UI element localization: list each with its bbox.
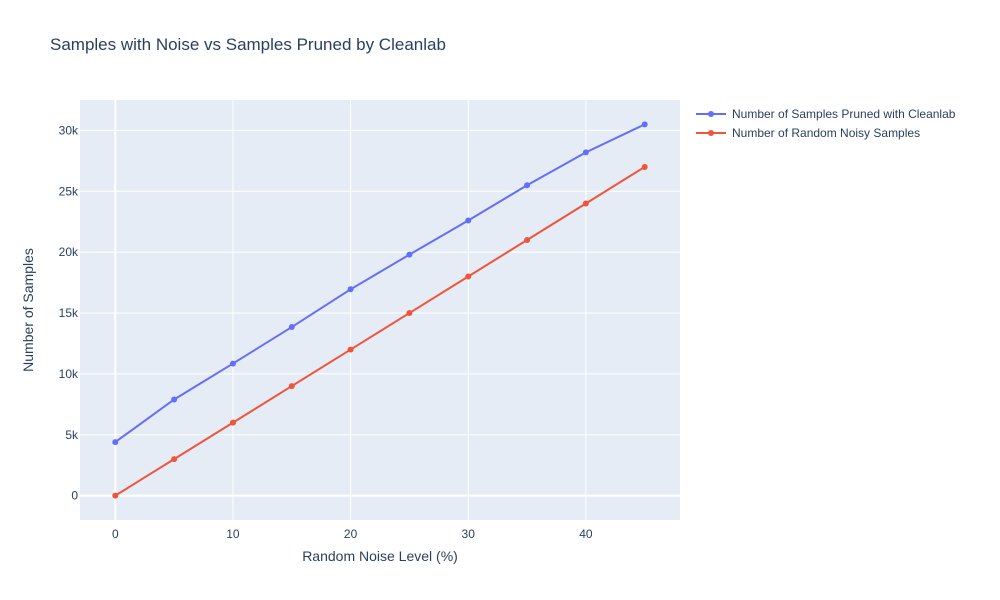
y-tick-label: 5k [65,428,79,442]
legend-label: Number of Samples Pruned with Cleanlab [732,107,956,121]
data-point[interactable] [171,396,178,403]
data-point[interactable] [288,324,295,331]
x-tick-label: 10 [226,527,240,541]
y-axis-title: Number of Samples [20,248,36,372]
x-tick-label: 20 [344,527,358,541]
y-axis-ticks: 0 5k 10k 15k 20k 25k 30k [59,123,79,502]
data-point[interactable] [524,237,531,243]
data-point[interactable] [406,251,413,258]
y-tick-label: 15k [59,306,79,320]
data-point[interactable] [641,163,648,170]
data-point[interactable] [582,149,589,156]
series-line [114,166,646,497]
data-point[interactable] [288,383,295,390]
legend-marker [708,111,714,117]
y-tick-label: 10k [59,367,79,381]
legend-marker [708,130,714,136]
data-point[interactable] [112,439,119,446]
x-axis-ticks: 0 10 20 30 40 [112,527,593,541]
data-point[interactable] [229,360,236,367]
legend[interactable]: Number of Samples Pruned with Cleanlab Nu… [696,107,956,140]
data-point[interactable] [406,310,413,317]
legend-item[interactable]: Number of Random Noisy Samples [696,126,920,140]
data-point[interactable] [347,286,354,293]
y-tick-label: 20k [59,245,79,259]
data-point[interactable] [347,346,354,353]
y-tick-label: 30k [59,123,79,137]
y-tick-label: 25k [59,184,79,198]
series-2 [112,163,648,499]
legend-label: Number of Random Noisy Samples [732,126,920,140]
legend-item[interactable]: Number of Samples Pruned with Cleanlab [696,107,956,121]
data-point[interactable] [465,217,472,224]
series-1 [112,121,648,446]
grid-lines [80,100,680,520]
y-tick-label: 0 [71,489,78,503]
data-point[interactable] [641,121,648,128]
series-layer [112,121,648,499]
data-point[interactable] [582,200,589,207]
data-point[interactable] [524,182,531,189]
x-tick-label: 30 [462,527,476,541]
x-axis-title: Random Noise Level (%) [302,548,458,564]
x-tick-label: 0 [112,527,119,541]
series-line [114,123,646,443]
data-point[interactable] [112,492,119,499]
data-point[interactable] [229,419,236,426]
data-point[interactable] [171,456,178,463]
plot-area [80,100,680,520]
x-tick-label: 40 [579,527,593,541]
data-point[interactable] [465,273,472,280]
chart-title: Samples with Noise vs Samples Pruned by … [50,35,446,54]
